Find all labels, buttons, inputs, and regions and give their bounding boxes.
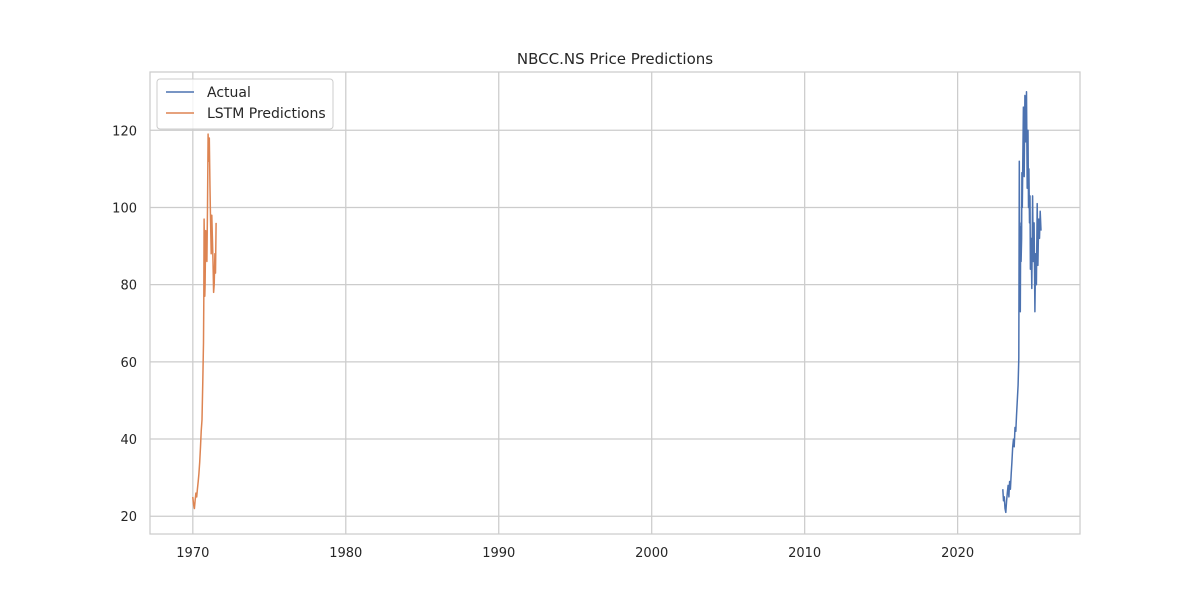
- x-tick-label: 2010: [788, 546, 821, 561]
- x-tick-label: 1980: [329, 546, 362, 561]
- chart-title: NBCC.NS Price Predictions: [517, 50, 713, 68]
- series-line-actual: [1002, 90, 1042, 514]
- x-tick-label: 2020: [941, 546, 974, 561]
- plot-area: [150, 72, 1080, 534]
- legend: Actual LSTM Predictions: [156, 78, 334, 130]
- x-tick-label: 2000: [635, 546, 668, 561]
- y-tick-label: 60: [120, 356, 137, 371]
- y-tick-label: 100: [112, 201, 137, 216]
- series-line-lstm-predictions: [192, 133, 217, 510]
- y-tick-label: 20: [120, 510, 137, 525]
- y-tick-label: 40: [120, 433, 137, 448]
- legend-label-actual: Actual: [207, 85, 251, 101]
- y-tick-label: 80: [120, 279, 137, 294]
- y-tick-label: 120: [112, 124, 137, 139]
- x-tick-label: 1990: [482, 546, 515, 561]
- grid: [150, 72, 1080, 534]
- series: [192, 90, 1042, 514]
- x-tick-label: 1970: [176, 546, 209, 561]
- legend-label-lstm: LSTM Predictions: [207, 106, 326, 122]
- legend-box: [156, 78, 334, 130]
- plot-frame: [149, 71, 1081, 535]
